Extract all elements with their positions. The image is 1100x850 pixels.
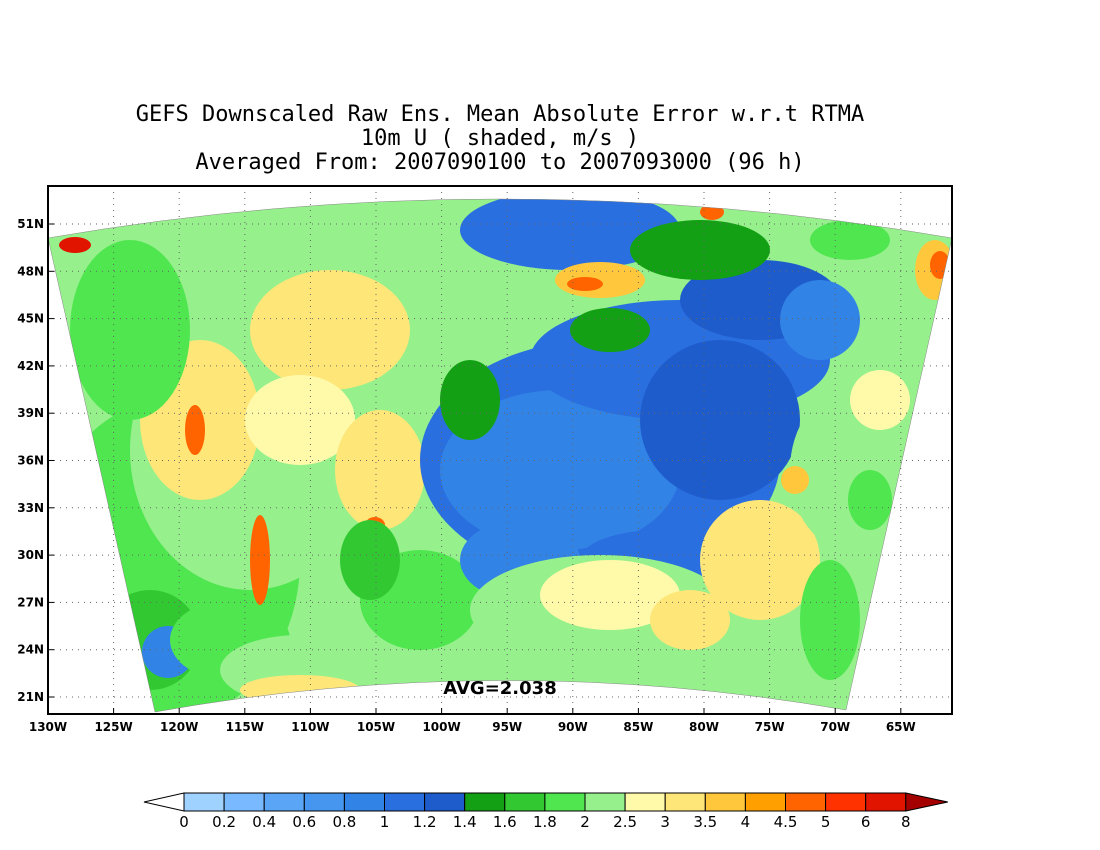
lon-tick-label: 105W (357, 720, 395, 734)
colorbar-box (384, 792, 426, 812)
lat-lon-grid (48, 186, 952, 714)
colorbar-label: 3 (660, 813, 670, 831)
lon-tick-label: 65W (886, 720, 916, 734)
colorbar-box (664, 792, 706, 812)
colorbar-box (424, 792, 466, 812)
lat-tick-label: 27N (17, 595, 44, 609)
colorbar-label: 1 (380, 813, 390, 831)
colorbar-box (343, 792, 385, 812)
colorbar-box (704, 792, 746, 812)
colorbar-label: 6 (861, 813, 871, 831)
lon-tick-label: 100W (422, 720, 460, 734)
colorbar-over-arrow (905, 792, 948, 812)
colorbar-label: 0.2 (212, 813, 236, 831)
colorbar-box (744, 792, 787, 812)
lon-tick-label: 110W (291, 720, 329, 734)
title-line-1: GEFS Downscaled Raw Ens. Mean Absolute E… (135, 102, 865, 127)
colorbar-label: 1.8 (533, 813, 557, 831)
colorbar-label: 0 (179, 813, 189, 831)
lat-tick-label: 30N (17, 548, 44, 562)
colorbar-label: 2.5 (613, 813, 637, 831)
title-line-2: 10m U ( shaded, m/s ) (360, 126, 640, 151)
colorbar-box (825, 792, 867, 812)
colorbar-box (544, 792, 586, 812)
lon-tick-label: 70W (820, 720, 850, 734)
lat-tick-label: 45N (17, 312, 44, 326)
colorbar-box (624, 792, 666, 812)
colorbar-label: 3.5 (693, 813, 717, 831)
colorbar: 0 0.2 0.4 0.6 0.8 1 1.2 1.4 1.6 1.8 2 2.5 3 3.5 4 4.5 5 6… (143, 792, 948, 831)
colorbar-box (865, 792, 907, 812)
colorbar-under-arrow (143, 792, 185, 812)
colorbar-box (183, 792, 225, 812)
avg-annotation: AVG=2.038 (443, 678, 556, 699)
colorbar-box (303, 792, 345, 812)
colorbar-label: 1.4 (453, 813, 477, 831)
colorbar-label: 4 (741, 813, 751, 831)
lon-tick-label: 130W (29, 720, 67, 734)
colorbar-box (263, 792, 305, 812)
lon-tick-label: 125W (94, 720, 132, 734)
colorbar-box (584, 792, 626, 812)
colorbar-label: 0.4 (252, 813, 276, 831)
map-frame (47, 185, 953, 715)
colorbar-label: 5 (821, 813, 831, 831)
colorbar-label: 8 (901, 813, 911, 831)
lon-tick-label: 120W (160, 720, 198, 734)
colorbar-label: 1.2 (413, 813, 437, 831)
colorbar-label: 0.8 (332, 813, 356, 831)
colorbar-label: 4.5 (774, 813, 798, 831)
lat-tick-label: 39N (17, 406, 44, 420)
lat-tick-label: 21N (17, 690, 44, 704)
title-line-3: Averaged From: 2007090100 to 2007093000 … (195, 150, 805, 175)
lat-tick-label: 51N (17, 217, 44, 231)
colorbar-label: 2 (580, 813, 590, 831)
lat-tick-label: 42N (17, 359, 44, 373)
colorbar-label: 1.6 (493, 813, 517, 831)
lon-tick-label: 90W (558, 720, 588, 734)
lon-tick-label: 75W (755, 720, 785, 734)
colorbar-box (785, 792, 827, 812)
lat-tick-label: 36N (17, 454, 44, 468)
lat-tick-label: 24N (17, 643, 44, 657)
lon-tick-label: 115W (226, 720, 264, 734)
lon-tick-label: 95W (492, 720, 522, 734)
lat-tick-label: 33N (17, 501, 44, 515)
colorbar-box (464, 792, 506, 812)
colorbar-box (504, 792, 546, 812)
colorbar-label: 0.6 (292, 813, 316, 831)
shaded-field (48, 199, 952, 712)
lat-tick-label: 48N (17, 264, 44, 278)
lon-tick-label: 85W (623, 720, 653, 734)
lon-tick-label: 80W (689, 720, 719, 734)
colorbar-box (223, 792, 265, 812)
